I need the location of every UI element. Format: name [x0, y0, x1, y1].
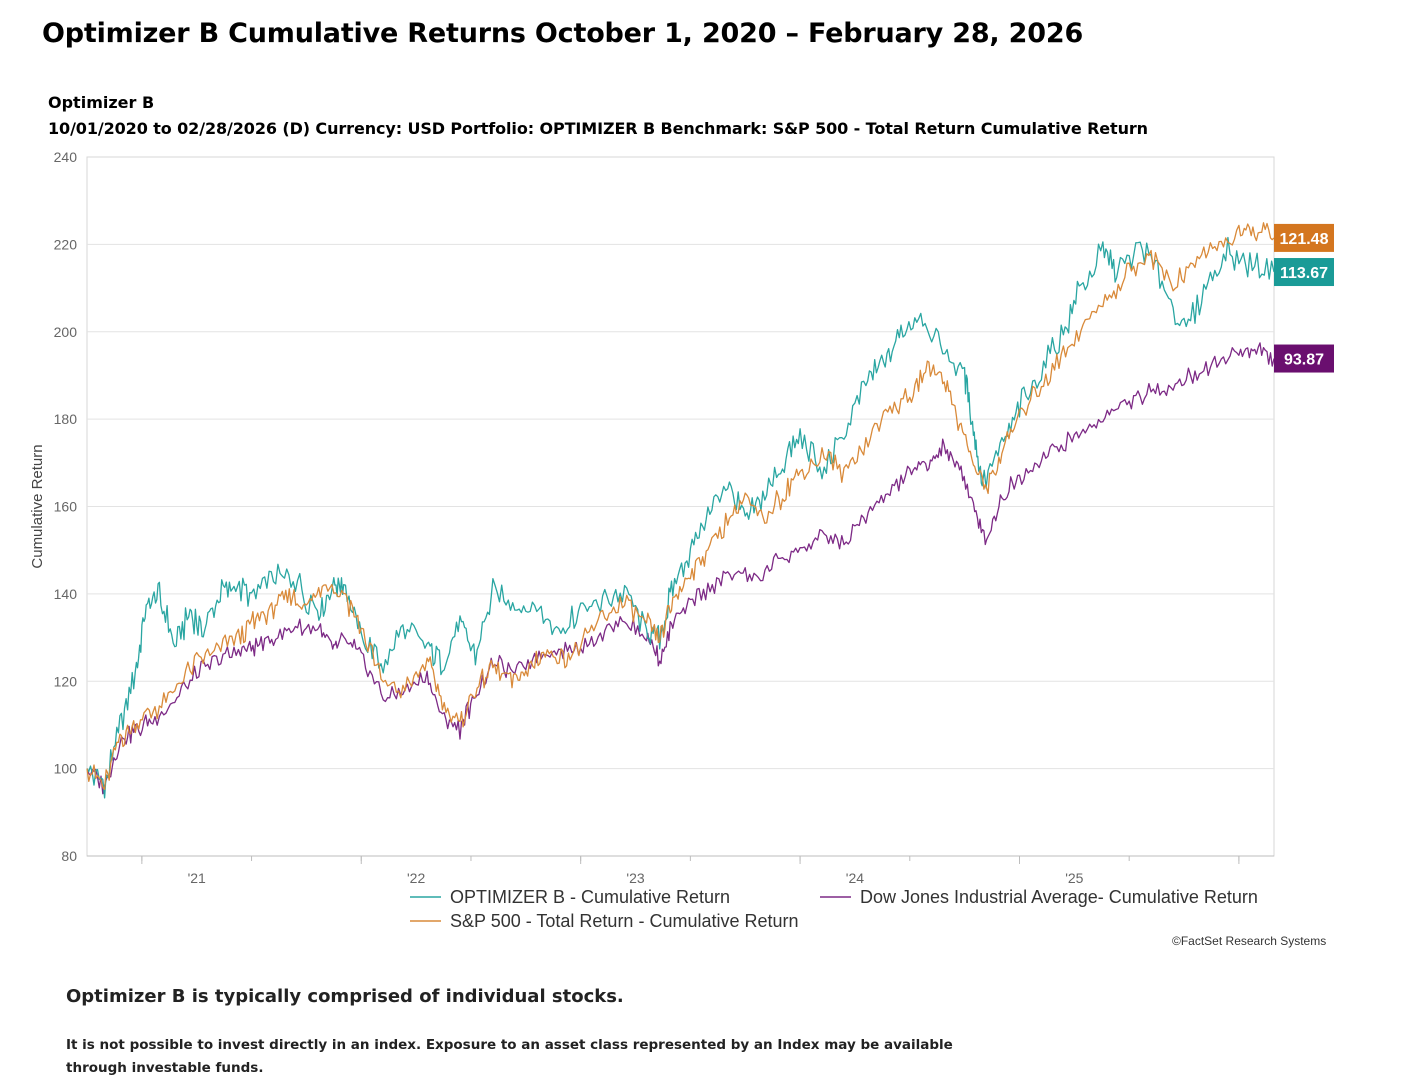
x-tick-label: '23: [626, 870, 644, 886]
y-tick-label: 180: [54, 411, 78, 427]
legend-label: OPTIMIZER B - Cumulative Return: [450, 887, 730, 907]
series-line-sp500: [86, 222, 1275, 791]
y-tick-label: 100: [54, 761, 78, 777]
y-tick-label: 80: [61, 848, 77, 864]
chart-parameters: 10/01/2020 to 02/28/2026 (D) Currency: U…: [48, 119, 1148, 138]
y-tick-label: 120: [54, 673, 78, 689]
y-tick-label: 160: [54, 499, 78, 515]
end-value-badge-optimizer-b: [1274, 258, 1334, 287]
x-tick-label: '22: [407, 870, 425, 886]
x-tick-label: '24: [846, 870, 864, 886]
end-value-label-sp500: 121.48: [1280, 231, 1329, 248]
y-axis-title: Cumulative Return: [29, 444, 46, 568]
page-title: Optimizer B Cumulative Returns October 1…: [42, 18, 1084, 49]
y-tick-label: 140: [54, 586, 78, 602]
chart-subtitle: Optimizer B: [48, 93, 155, 112]
end-value-badge-djia: [1274, 344, 1334, 373]
end-value-label-optimizer-b: 113.67: [1280, 265, 1328, 282]
end-value-label-djia: 93.87: [1284, 352, 1324, 369]
line-chart: 80 100 120 140 160 180 200 220 240 '21 '22 '23 '24 '2…: [29, 149, 1334, 931]
disclaimer-text: It is not possible to invest directly in…: [66, 1037, 953, 1076]
series-line-optimizer-b: [86, 236, 1275, 799]
y-tick-label: 220: [54, 236, 78, 252]
y-tick-label: 200: [54, 324, 78, 340]
legend-label: Dow Jones Industrial Average- Cumulative…: [860, 887, 1258, 907]
x-tick-label: '21: [188, 870, 206, 886]
x-tick-label: '25: [1065, 870, 1083, 886]
source-credit: ©FactSet Research Systems: [1172, 934, 1327, 948]
end-value-badge-sp500: [1274, 223, 1334, 252]
legend-label: S&P 500 - Total Return - Cumulative Retu…: [450, 911, 799, 931]
series-line-djia: [86, 342, 1275, 795]
y-tick-label: 240: [54, 149, 78, 165]
note-heading: Optimizer B is typically comprised of in…: [66, 986, 624, 1007]
